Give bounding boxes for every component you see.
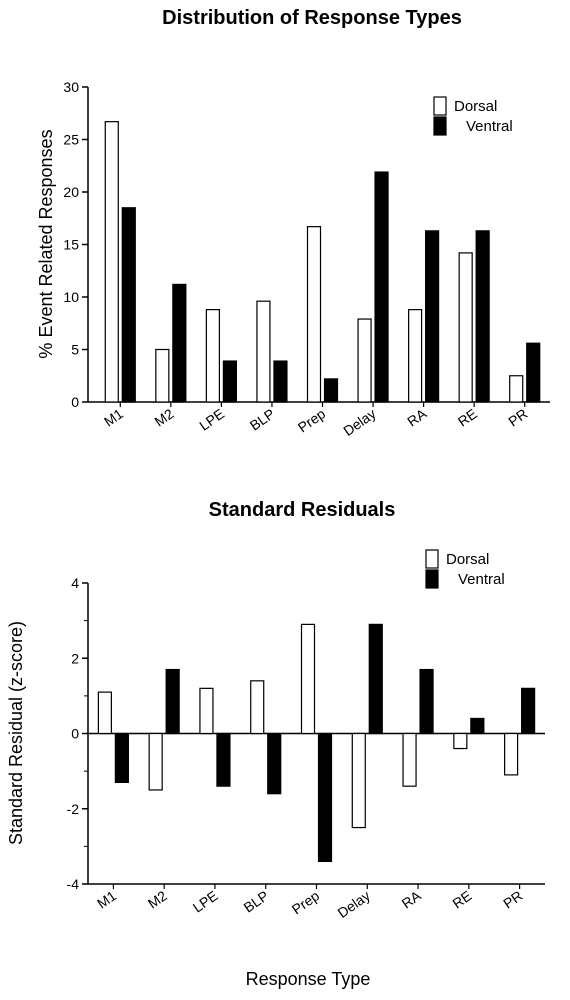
legend-swatch-ventral — [433, 116, 447, 136]
x-tick-label: M1 — [94, 887, 119, 911]
x-tick-label: Prep — [295, 405, 329, 435]
bar-ventral — [521, 687, 536, 735]
chart2-y-axis-label: Standard Residual (z-score) — [6, 621, 26, 845]
legend-label-dorsal: Dorsal — [454, 98, 497, 115]
bar-ventral — [172, 283, 187, 403]
bar-ventral — [374, 171, 389, 403]
y-tick-label: 15 — [63, 237, 79, 253]
y-tick-label: -2 — [67, 801, 80, 817]
chart2-title: Standard Residuals — [209, 499, 396, 521]
x-tick-label: LPE — [190, 887, 221, 915]
y-tick-label: 20 — [63, 184, 79, 200]
bar-dorsal — [458, 252, 473, 403]
legend-swatch-dorsal — [425, 549, 439, 569]
bar-dorsal — [402, 732, 417, 787]
y-tick-label: 5 — [71, 342, 79, 358]
bar-ventral — [425, 230, 440, 403]
bar-ventral — [222, 360, 237, 403]
bar-dorsal — [509, 375, 524, 403]
x-tick-label: RA — [399, 887, 425, 912]
x-tick-label: M2 — [151, 405, 176, 429]
bar-dorsal — [155, 348, 170, 403]
x-tick-label: RE — [455, 405, 480, 429]
x-tick-label: M1 — [101, 405, 126, 429]
y-tick-label: 0 — [71, 394, 79, 410]
chart2-x-axis-label: Response Type — [246, 969, 371, 989]
y-tick-label: 0 — [71, 726, 79, 742]
y-tick-label: -4 — [67, 876, 80, 892]
chart1-title: Distribution of Response Types — [162, 7, 462, 29]
x-tick-label: BLP — [241, 887, 272, 915]
chart1-plot: 0 5 10 15 20 25 30 M1 M2 LPE BLP Prep Delay RA RE PR Dor… — [63, 79, 550, 439]
bar-ventral — [317, 732, 333, 863]
bar-ventral — [165, 668, 180, 735]
x-tick-label: PR — [500, 887, 525, 911]
x-tick-label: RA — [404, 405, 430, 430]
bar-ventral — [216, 732, 231, 787]
legend-label-ventral: Ventral — [458, 571, 505, 588]
legend-label-ventral: Ventral — [466, 118, 513, 135]
legend-swatch-ventral — [425, 569, 439, 589]
x-tick-label: M2 — [145, 887, 170, 911]
bar-ventral — [267, 732, 282, 795]
legend-label-dorsal: Dorsal — [446, 551, 489, 568]
bar-ventral — [475, 230, 490, 403]
bar-dorsal — [104, 121, 119, 403]
bar-dorsal — [205, 309, 220, 403]
bar-ventral — [121, 207, 136, 403]
y-tick-label: 4 — [71, 575, 79, 591]
x-tick-label: Prep — [289, 887, 323, 917]
bar-dorsal — [300, 623, 316, 735]
x-tick-label: RE — [449, 887, 474, 911]
bar-ventral — [273, 360, 288, 403]
bar-dorsal — [504, 732, 519, 776]
x-tick-label: LPE — [196, 405, 227, 433]
bar-dorsal — [256, 300, 271, 403]
y-tick-label: 30 — [63, 79, 79, 95]
bar-ventral — [114, 732, 129, 784]
bar-dorsal — [453, 732, 468, 750]
bar-dorsal — [199, 687, 214, 735]
x-tick-label: Delay — [340, 405, 379, 439]
bar-ventral — [419, 668, 434, 735]
x-tick-label: Delay — [334, 887, 373, 921]
x-tick-label: PR — [505, 405, 530, 429]
bar-dorsal — [408, 309, 423, 403]
y-tick-label: 25 — [63, 132, 79, 148]
bar-dorsal — [351, 732, 366, 829]
bar-ventral — [470, 717, 485, 735]
bar-ventral — [323, 378, 339, 403]
chart1-y-axis-label: % Event Related Responses — [36, 129, 56, 358]
y-tick-label: 10 — [63, 289, 79, 305]
bar-dorsal — [357, 318, 372, 403]
bar-dorsal — [250, 680, 265, 735]
x-tick-label: BLP — [247, 405, 278, 433]
legend-swatch-dorsal — [433, 96, 447, 116]
bar-ventral — [526, 342, 541, 403]
bar-ventral — [368, 623, 383, 735]
bar-dorsal — [148, 732, 163, 791]
bar-dorsal — [97, 691, 112, 735]
chart2-plot: -4 -2 0 2 4 M1 M2 LPE BLP Prep Delay RA RE PR Dorsal Ve… — [67, 549, 545, 921]
y-tick-label: 2 — [71, 650, 79, 666]
bar-dorsal — [306, 226, 322, 403]
